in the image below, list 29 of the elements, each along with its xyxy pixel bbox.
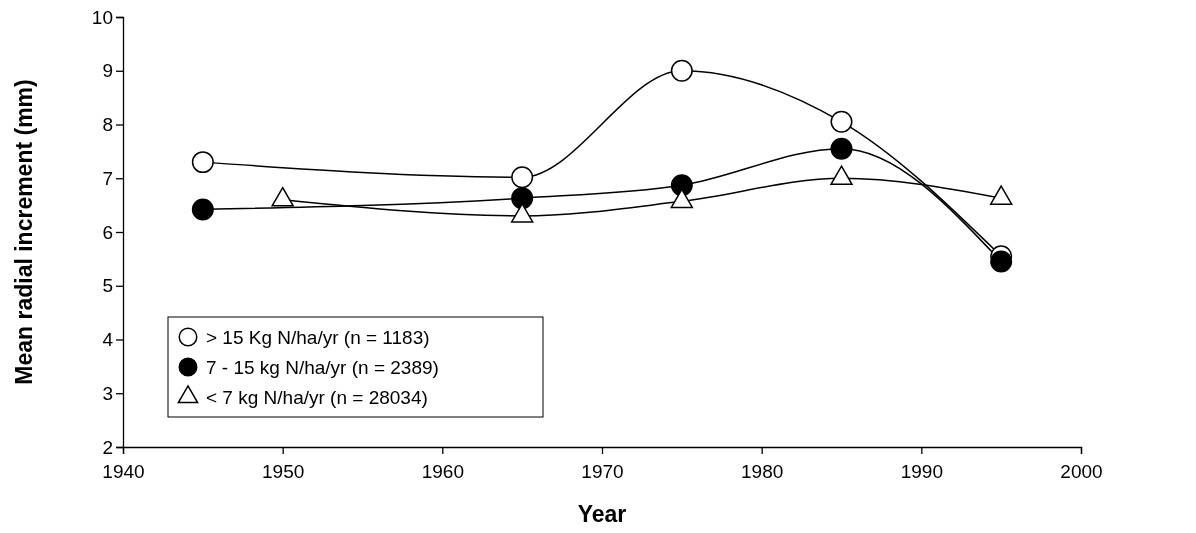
- point: [191, 151, 214, 174]
- y-tick-label: 4: [102, 329, 114, 351]
- point: [830, 137, 853, 160]
- point: [830, 110, 853, 133]
- point: [670, 59, 693, 82]
- point: [511, 187, 534, 210]
- x-tick-label: 1960: [421, 460, 464, 482]
- x-tick-label: 1970: [581, 460, 624, 482]
- y-axis-title: Mean radial increment (mm): [11, 79, 37, 385]
- x-tick-label: 2000: [1060, 460, 1103, 482]
- y-tick-label: 8: [102, 114, 113, 136]
- y-tick-label: 9: [102, 60, 113, 82]
- y-tick-label: 10: [91, 6, 113, 28]
- y-tick-label: 6: [102, 221, 113, 243]
- x-tick-label: 1950: [262, 460, 305, 482]
- x-tick-label: 1940: [102, 460, 145, 482]
- point: [511, 166, 534, 189]
- point: [191, 198, 214, 221]
- legend-label: > 15 Kg N/ha/yr (n = 1183): [206, 326, 430, 348]
- x-axis-title: Year: [577, 501, 627, 527]
- y-tick-label: 3: [102, 382, 113, 404]
- legend-label: < 7 kg N/ha/yr (n = 28034): [206, 386, 428, 408]
- x-tick-label: 1980: [741, 460, 784, 482]
- y-tick-label: 7: [102, 167, 113, 189]
- point: [990, 250, 1013, 273]
- y-tick-label: 5: [102, 275, 113, 297]
- legend-label: 7 - 15 kg N/ha/yr (n = 2389): [206, 356, 439, 378]
- x-tick-label: 1990: [900, 460, 943, 482]
- y-tick-label: 2: [102, 436, 113, 458]
